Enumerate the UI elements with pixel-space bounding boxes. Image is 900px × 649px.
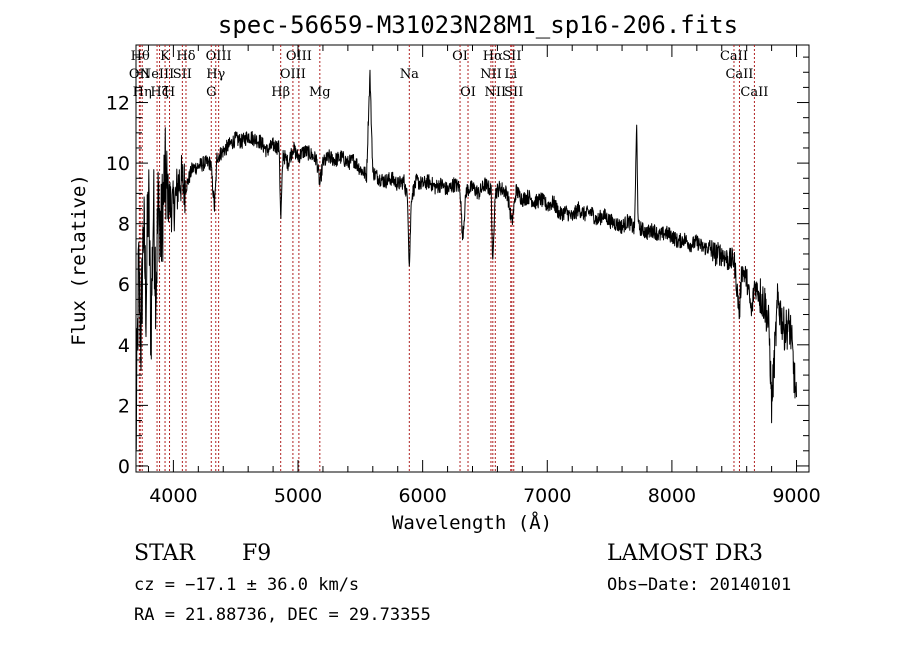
emission-line-label-6: H	[164, 85, 175, 100]
emission-line-label-9: G	[206, 85, 216, 100]
emission-line-label-15: Mg	[309, 85, 331, 100]
emission-line-label-8: Hδ	[176, 49, 195, 64]
x-tick-label-1: 5000	[274, 485, 322, 507]
emission-line-label-0: OII	[129, 67, 150, 82]
emission-line-labels: OIIHθHηNeIIIHζKHSIIHδGHγOIIIHβOIIIOIIIMg…	[129, 49, 769, 100]
x-tick-label-3: 7000	[523, 485, 571, 507]
emission-line-label-22: Li	[504, 67, 517, 82]
y-tick-label-1: 2	[118, 395, 130, 417]
axis-ticks	[136, 45, 809, 472]
emission-line-label-7: SII	[173, 67, 192, 82]
spectrum-line	[135, 69, 797, 450]
object-class: STAR	[134, 541, 196, 566]
axis-tick-labels: 4000 5000 6000 7000 8000 9000 0 2 4 6 8 10 12	[106, 93, 821, 507]
sky-coordinates: RA = 21.88736, DEC = 29.73355	[134, 605, 431, 625]
emission-line-label-2: Hη	[133, 85, 152, 100]
emission-line-label-16: Na	[400, 67, 419, 82]
emission-line-markers	[138, 45, 755, 472]
emission-line-label-14: OIII	[286, 49, 312, 64]
emission-line-label-26: CaII	[725, 67, 753, 82]
emission-line-label-10: Hγ	[206, 67, 225, 82]
x-tick-label-4: 8000	[648, 485, 696, 507]
y-tick-label-3: 6	[118, 274, 130, 296]
emission-line-label-3: NeIII	[140, 67, 174, 82]
emission-line-label-12: Hβ	[271, 85, 290, 100]
emission-line-label-17: OI	[452, 49, 468, 64]
observation-date: Obs−Date: 20140101	[607, 575, 791, 595]
emission-line-label-13: OIII	[280, 67, 306, 82]
y-tick-label-4: 8	[118, 214, 130, 236]
x-tick-label-5: 9000	[772, 485, 820, 507]
x-axis-label: Wavelength (Å)	[392, 511, 552, 534]
emission-line-label-25: CaII	[720, 49, 748, 64]
spectrum-series	[135, 69, 797, 450]
redshift-velocity: cz = −17.1 ± 36.0 km/s	[134, 575, 359, 595]
emission-line-label-27: CaII	[740, 85, 768, 100]
emission-line-label-24: SII	[504, 85, 523, 100]
emission-line-label-19: NII	[480, 67, 502, 82]
x-tick-label-2: 6000	[398, 485, 446, 507]
emission-line-label-5: K	[160, 49, 170, 64]
y-tick-label-0: 0	[118, 456, 130, 478]
emission-line-label-21: NII	[484, 85, 506, 100]
y-tick-label-5: 10	[106, 153, 130, 175]
survey-name: LAMOST DR3	[607, 541, 763, 566]
y-tick-label-6: 12	[106, 93, 130, 115]
emission-line-label-20: Hα	[483, 49, 503, 64]
plot-frame	[135, 44, 810, 473]
emission-line-label-18: OI	[460, 85, 476, 100]
x-tick-label-0: 4000	[149, 485, 197, 507]
y-axis-label: Flux (relative)	[68, 174, 90, 346]
emission-line-label-23: SII	[502, 49, 521, 64]
emission-line-label-4: Hζ	[150, 85, 168, 100]
object-subclass: F9	[242, 541, 271, 566]
chart-title: spec-56659-M31023N28M1_sp16-206.fits	[218, 11, 738, 39]
emission-line-label-1: Hθ	[131, 49, 150, 64]
y-tick-label-2: 4	[118, 335, 130, 357]
emission-line-label-11: OIII	[206, 49, 232, 64]
